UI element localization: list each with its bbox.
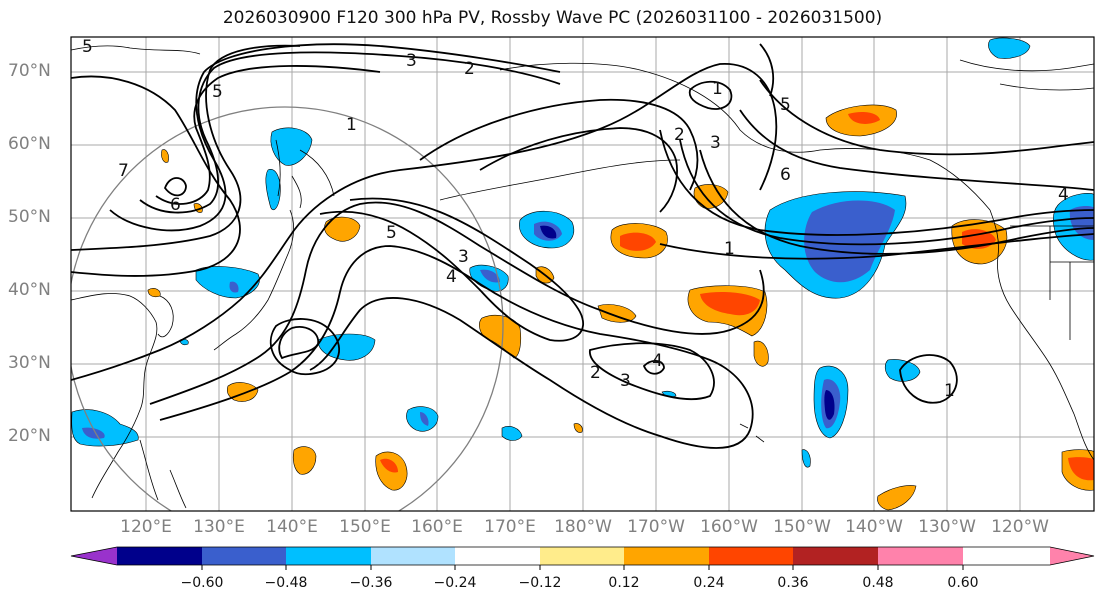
lon-label: 150°W xyxy=(773,517,831,537)
colorbar xyxy=(70,546,1095,570)
colorbar-tick-label: 0.24 xyxy=(693,575,725,591)
coastlines xyxy=(71,45,1094,509)
lon-label: 120°W xyxy=(991,517,1049,537)
colorbar-segment xyxy=(540,547,625,565)
contour-label: 6 xyxy=(170,195,181,215)
colorbar-segment xyxy=(963,547,1050,565)
contour-label: 3 xyxy=(620,371,631,391)
colorbar-over-extension xyxy=(1050,547,1094,565)
contour-label: 2 xyxy=(590,363,601,383)
contour-label: 4 xyxy=(1058,185,1069,205)
contour-label: 2 xyxy=(464,59,475,79)
colorbar-tick-label: −0.48 xyxy=(264,575,308,591)
reference-circle xyxy=(71,106,504,511)
colorbar-segment xyxy=(455,547,540,565)
contour-label: 6 xyxy=(780,165,791,185)
lon-label: 170°E xyxy=(484,517,536,537)
contour-label: 3 xyxy=(406,51,417,71)
colorbar-segment xyxy=(202,547,287,565)
lon-label: 180°W xyxy=(554,517,612,537)
contour-label: 1 xyxy=(346,115,357,135)
colorbar-tick-label: 0.12 xyxy=(608,575,640,591)
contour-label: 5 xyxy=(212,82,223,102)
graticule xyxy=(71,37,1094,511)
colorbar-tick-label: −0.12 xyxy=(518,575,562,591)
lat-label: 50°N xyxy=(8,207,51,227)
colorbar-segment xyxy=(624,547,709,565)
anomaly-fills xyxy=(71,37,1094,511)
lon-label: 150°E xyxy=(339,517,391,537)
colorbar-segment xyxy=(709,547,794,565)
lon-label: 160°W xyxy=(700,517,758,537)
contour-label: 1 xyxy=(944,381,955,401)
colorbar-segment xyxy=(371,547,456,565)
lon-label: 140°W xyxy=(845,517,903,537)
lat-label: 70°N xyxy=(8,61,51,81)
colorbar-ticks xyxy=(201,565,964,570)
colorbar-segment xyxy=(286,547,371,565)
colorbar-segment xyxy=(117,547,202,565)
lon-label: 170°W xyxy=(627,517,685,537)
colorbar-tick-label: 0.48 xyxy=(862,575,894,591)
colorbar-segment xyxy=(878,547,963,565)
map-title: 2026030900 F120 300 hPa PV, Rossby Wave … xyxy=(222,8,883,28)
contour-label: 3 xyxy=(458,247,469,267)
lon-label: 130°E xyxy=(193,517,245,537)
lon-label: 120°E xyxy=(120,517,172,537)
colorbar-outline xyxy=(70,546,1095,566)
lon-label: 130°W xyxy=(918,517,976,537)
colorbar-tick-label: −0.24 xyxy=(433,575,477,591)
lat-label: 60°N xyxy=(8,134,51,154)
lat-label: 40°N xyxy=(8,280,51,300)
colorbar-tick-label: −0.60 xyxy=(180,575,224,591)
contour-label: 4 xyxy=(652,351,663,371)
map-frame xyxy=(70,36,1095,512)
contour-label: 1 xyxy=(724,239,735,259)
colorbar-tick-label: 0.60 xyxy=(947,575,979,591)
colorbar-tick-label: −0.36 xyxy=(349,575,393,591)
lon-label: 140°E xyxy=(266,517,318,537)
contour-label: 5 xyxy=(780,95,791,115)
pv-contours xyxy=(71,43,1094,449)
lat-label: 30°N xyxy=(8,353,51,373)
colorbar-under-extension xyxy=(71,547,117,565)
colorbar-segment xyxy=(793,547,878,565)
contour-label: 1 xyxy=(712,79,723,99)
lon-label: 160°E xyxy=(411,517,463,537)
contour-label: 5 xyxy=(386,223,397,243)
contour-label: 4 xyxy=(446,267,457,287)
contour-label: 3 xyxy=(710,133,721,153)
contour-label: 7 xyxy=(118,161,129,181)
contour-label: 5 xyxy=(82,37,93,57)
lat-label: 20°N xyxy=(8,426,51,446)
colorbar-tick-label: 0.36 xyxy=(777,575,809,591)
contour-labels: 3 2 5 1 5 7 6 5 3 4 3 2 4 1 5 2 1 6 4 1 … xyxy=(82,37,1069,401)
contour-label: 2 xyxy=(674,125,685,145)
